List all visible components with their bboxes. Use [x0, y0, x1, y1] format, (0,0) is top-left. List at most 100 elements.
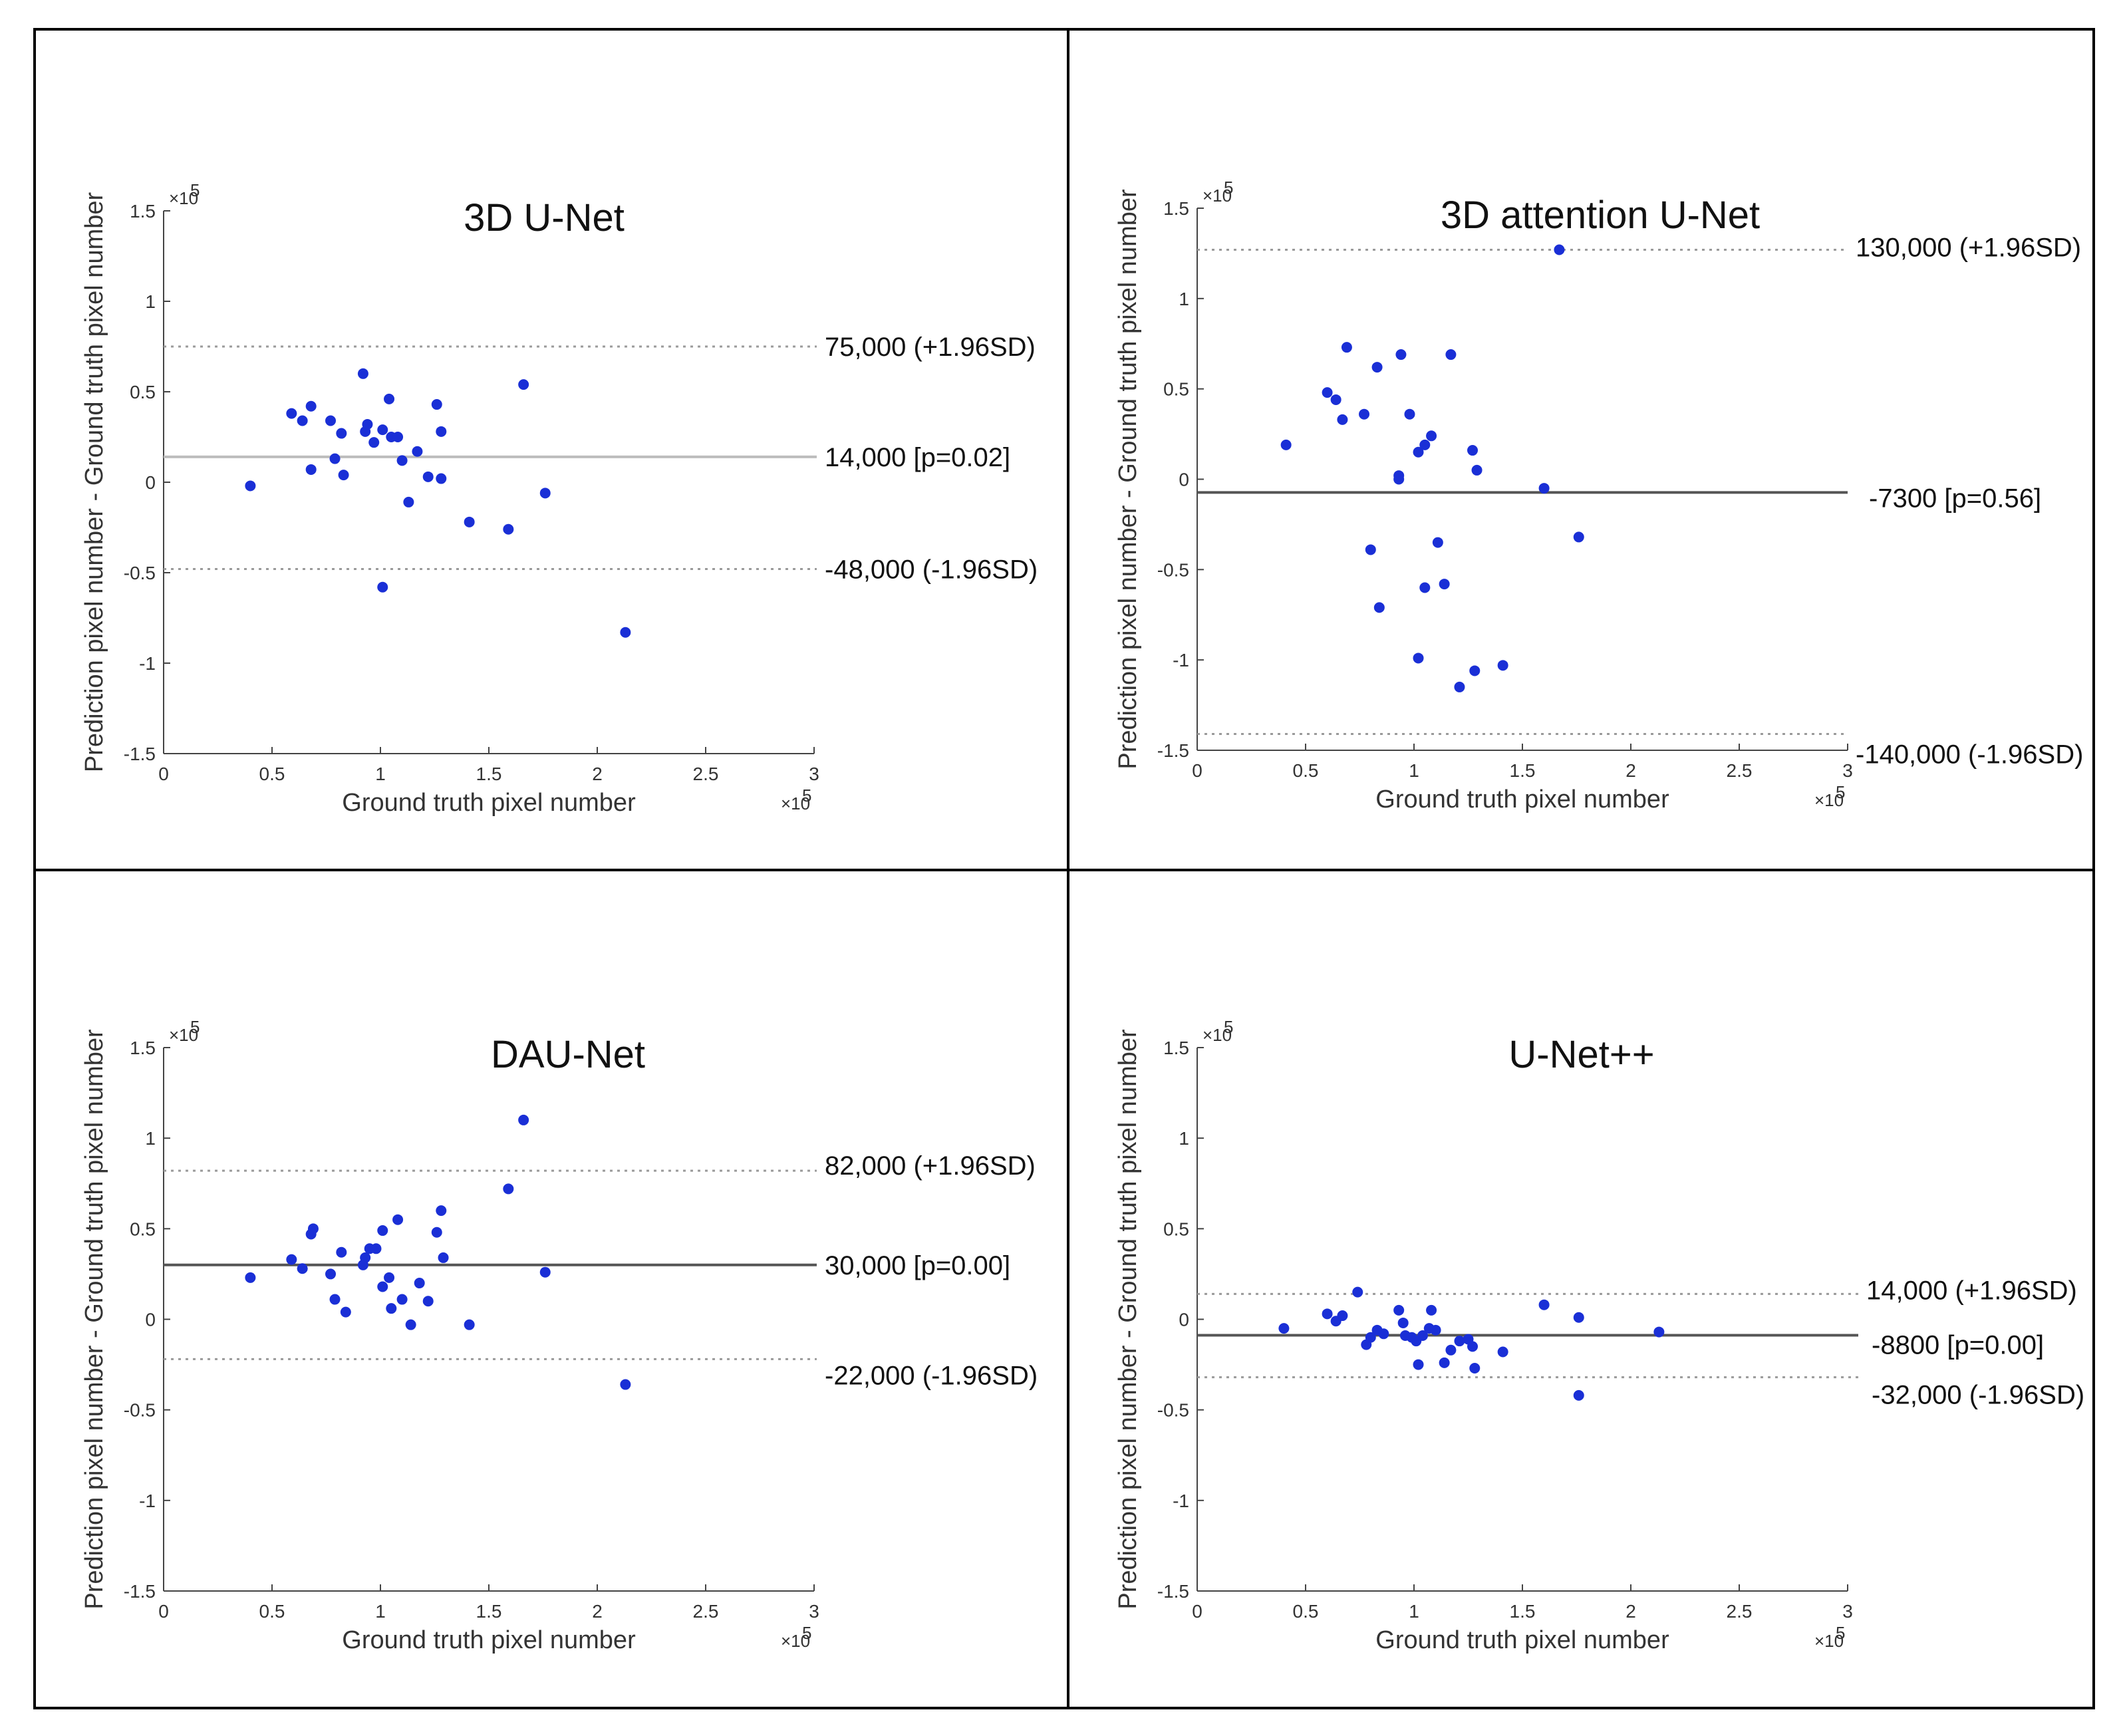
- data-point: [464, 516, 475, 527]
- data-point: [412, 446, 423, 457]
- data-point: [431, 1227, 442, 1238]
- data-point: [360, 1252, 371, 1263]
- data-point: [1653, 1326, 1665, 1338]
- data-point: [1359, 408, 1370, 420]
- x-exponent-power: 5: [1836, 1623, 1845, 1643]
- data-point: [1538, 1299, 1550, 1310]
- data-point: [1404, 408, 1415, 420]
- data-point: [1337, 1310, 1348, 1322]
- data-point: [1445, 349, 1457, 361]
- data-point: [329, 453, 341, 464]
- data-point: [357, 368, 368, 379]
- y-tick-label: 0: [1179, 470, 1189, 490]
- data-point: [396, 455, 408, 466]
- x-tick-label: 2: [592, 764, 603, 784]
- data-point: [1439, 579, 1450, 590]
- data-point: [396, 1294, 408, 1305]
- data-point: [518, 1114, 529, 1125]
- data-point: [1467, 445, 1479, 456]
- data-point: [1278, 1323, 1290, 1334]
- chart-panel-2: 0 0.5 1 1.5 2 2.5 3-1.5-1-0.500.511.5×105×105G…: [1114, 178, 2083, 813]
- x-exponent-label: ×10: [781, 1631, 810, 1651]
- upper-limit-label: 82,000 (+1.96SD): [825, 1151, 1036, 1181]
- data-point: [377, 1225, 388, 1236]
- data-point: [377, 424, 388, 436]
- x-tick-label: 2: [1625, 1601, 1636, 1622]
- x-tick-label: 0: [1192, 760, 1202, 781]
- x-tick-label: 1: [1409, 1601, 1419, 1622]
- data-point: [1573, 1389, 1584, 1401]
- x-tick-label: 3: [1842, 760, 1853, 781]
- y-exponent-power: 5: [1224, 178, 1233, 198]
- x-tick-label: 1.5: [476, 1601, 502, 1622]
- data-point: [392, 1214, 404, 1225]
- data-point: [1439, 1357, 1450, 1368]
- y-tick-label: 0.5: [1163, 1219, 1189, 1239]
- x-tick-label: 2.5: [1727, 760, 1753, 781]
- data-point: [377, 581, 388, 593]
- data-point: [1395, 349, 1407, 361]
- y-exponent-power: 5: [1224, 1017, 1233, 1037]
- data-point: [305, 400, 317, 412]
- y-tick-label: -0.5: [1157, 1400, 1189, 1421]
- data-point: [1471, 464, 1483, 476]
- upper-limit-label: 75,000 (+1.96SD): [825, 333, 1036, 362]
- data-point: [245, 480, 256, 492]
- data-point: [422, 1296, 434, 1307]
- data-point: [1419, 582, 1431, 593]
- y-tick-label: -0.5: [124, 1400, 156, 1421]
- data-point: [1554, 244, 1565, 255]
- data-point: [368, 437, 380, 448]
- y-axis-label: Prediction pixel number - Ground truth p…: [1114, 189, 1142, 770]
- data-point: [1280, 439, 1292, 450]
- data-point: [1337, 414, 1348, 425]
- chart-title: DAU-Net: [491, 1033, 645, 1076]
- data-point: [539, 488, 551, 499]
- y-tick-label: -0.5: [124, 563, 156, 583]
- data-point: [392, 432, 404, 442]
- data-point: [414, 1278, 425, 1289]
- data-point: [307, 1223, 319, 1234]
- mean-difference-label: -7300 [p=0.56]: [1869, 484, 2041, 513]
- data-point: [1430, 1324, 1441, 1336]
- lower-limit-label: -32,000 (-1.96SD): [1872, 1381, 2084, 1410]
- x-axis-label: Ground truth pixel number: [342, 1626, 636, 1654]
- mean-difference-label: 30,000 [p=0.00]: [825, 1251, 1010, 1280]
- y-exponent-label: ×10: [1202, 1025, 1232, 1045]
- x-tick-label: 0.5: [1293, 760, 1319, 781]
- data-point: [297, 1263, 308, 1274]
- data-point: [1352, 1286, 1363, 1298]
- x-tick-label: 2: [1625, 760, 1636, 781]
- y-tick-label: 1.5: [1163, 198, 1189, 219]
- x-axis-label: Ground truth pixel number: [1375, 786, 1669, 813]
- data-point: [1497, 660, 1508, 671]
- upper-limit-label: 14,000 (+1.96SD): [1866, 1276, 2077, 1305]
- data-point: [286, 408, 297, 419]
- data-point: [436, 1205, 447, 1217]
- data-point: [336, 1246, 347, 1258]
- data-point: [1393, 474, 1405, 485]
- data-point: [286, 1254, 297, 1265]
- x-tick-label: 0: [158, 1601, 169, 1622]
- y-tick-label: -1.5: [124, 744, 156, 764]
- data-point: [1426, 1304, 1437, 1316]
- y-tick-label: 0: [145, 1310, 156, 1330]
- data-point: [384, 1272, 395, 1283]
- data-point: [464, 1319, 475, 1330]
- data-point: [1426, 430, 1437, 442]
- data-point: [1365, 544, 1376, 555]
- data-point: [1419, 439, 1431, 450]
- y-tick-label: 0.5: [130, 1219, 156, 1239]
- y-tick-label: 0.5: [130, 382, 156, 402]
- chart-title: 3D attention U-Net: [1441, 194, 1760, 237]
- x-tick-label: 1: [1409, 760, 1419, 781]
- x-tick-label: 1.5: [1510, 1601, 1536, 1622]
- lower-limit-label: -22,000 (-1.96SD): [825, 1361, 1038, 1390]
- data-point: [325, 1268, 337, 1280]
- y-tick-label: 1: [1179, 1128, 1189, 1149]
- y-exponent-label: ×10: [1202, 186, 1232, 206]
- chart-panel-3: 0 0.5 1 1.5 2 2.5 3-1.5-1-0.500.511.5×105×105G…: [80, 1017, 1038, 1654]
- x-tick-label: 2: [592, 1601, 603, 1622]
- data-point: [338, 470, 349, 481]
